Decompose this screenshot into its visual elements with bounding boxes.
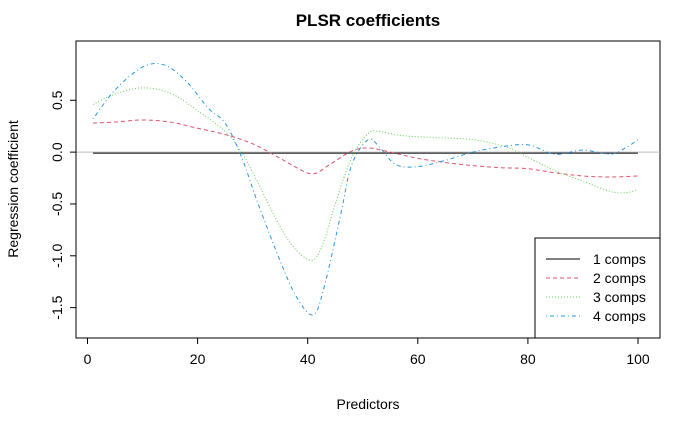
x-tick-label: 60 [410, 351, 426, 367]
chart-title: PLSR coefficients [296, 11, 441, 30]
x-tick-label: 0 [84, 351, 92, 367]
y-axis: -1.5 -1.0 -0.5 0.0 0.5 [49, 90, 77, 320]
x-tick-label: 40 [300, 351, 316, 367]
x-axis: 0 20 40 60 80 100 [84, 337, 650, 367]
x-tick-label: 20 [190, 351, 206, 367]
y-tick-label: -1.0 [49, 244, 65, 268]
legend: 1 comps 2 comps 3 comps 4 comps [534, 237, 661, 339]
legend-label-3: 3 comps [593, 289, 646, 305]
x-axis-label: Predictors [336, 396, 399, 412]
legend-label-1: 1 comps [593, 251, 646, 267]
legend-label-2: 2 comps [593, 270, 646, 286]
x-tick-label: 80 [520, 351, 536, 367]
legend-label-4: 4 comps [593, 308, 646, 324]
legend-box [534, 237, 661, 339]
x-tick-label: 100 [626, 351, 650, 367]
y-tick-label: 0.0 [49, 142, 65, 162]
series-line-3 [92, 87, 639, 261]
series-layer [92, 63, 639, 316]
series-line-4 [92, 63, 639, 316]
y-tick-label: -1.5 [49, 295, 65, 319]
y-tick-label: 0.5 [49, 90, 65, 110]
y-axis-label: Regression coefficient [5, 120, 21, 258]
y-tick-label: -0.5 [49, 192, 65, 216]
series-line-2 [92, 119, 639, 178]
